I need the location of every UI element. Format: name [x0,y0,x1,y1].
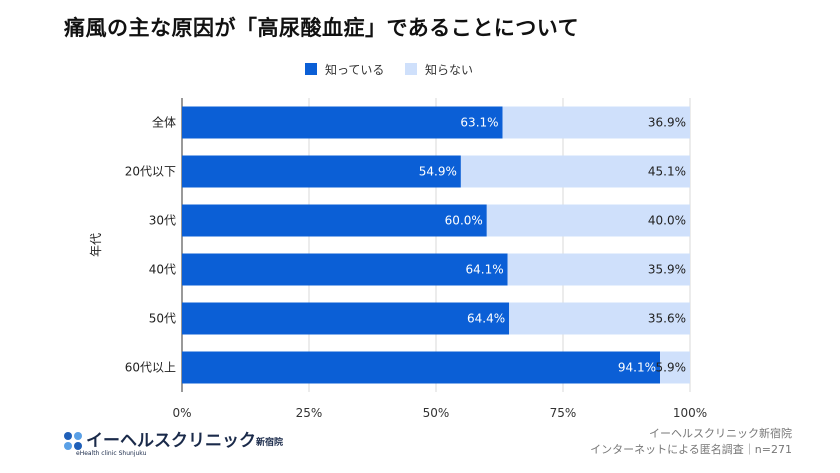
category-label: 全体 [152,115,176,130]
bar-known [182,302,510,335]
logo-name: イーヘルスクリニック [86,431,256,451]
logo-branch: 新宿院 [256,437,284,448]
source-note: イーヘルスクリニック新宿院 インターネットによる匿名調査｜n=271 [590,426,792,458]
category-label: 40代 [149,263,176,277]
page-title: 痛風の主な原因が「高尿酸血症」であることについて [64,16,580,40]
bar-known [182,106,503,139]
legend-label: 知らない [425,63,473,77]
category-label: 20代以下 [125,165,176,179]
data-label: 64.4% [467,312,505,326]
bar-unknown [460,155,690,188]
bar-unknown [509,302,690,335]
bar-unknown [507,253,690,286]
bar-unknown [486,204,690,237]
data-label: 35.6% [648,312,686,326]
data-label: 36.9% [648,116,686,130]
category-label: 50代 [149,312,176,326]
data-label: 40.0% [648,214,686,228]
legend-swatch [305,63,317,75]
data-label: 94.1% [618,361,656,375]
y-axis-label: 年代 [89,233,103,257]
clinic-logo: イーヘルスクリニック 新宿院 eHealth clinic Shunjuku [64,431,284,457]
bar-known [182,204,487,237]
legend-label: 知っている [325,63,384,77]
data-label: 54.9% [419,165,457,179]
logo-dots-icon [64,432,82,450]
bar-known [182,155,461,188]
data-label: 5.9% [656,361,687,375]
bar-unknown [502,106,690,139]
x-tick-label: 50% [423,406,450,420]
source-line-2: インターネットによる匿名調査｜n=271 [590,443,792,456]
data-label: 45.1% [648,165,686,179]
x-tick-label: 0% [172,406,191,420]
x-tick-label: 25% [296,406,323,420]
data-label: 64.1% [466,263,504,277]
logo-english: eHealth clinic Shunjuku [76,450,147,457]
data-label: 35.9% [648,263,686,277]
source-line-1: イーヘルスクリニック新宿院 [649,427,792,440]
x-tick-label: 75% [550,406,577,420]
bar-unknown [660,351,690,384]
category-label: 30代 [149,214,176,228]
data-label: 63.1% [460,116,498,130]
x-tick-label: 100% [673,406,707,420]
bar-known [182,351,661,384]
category-label: 60代以上 [125,361,176,375]
bar-known [182,253,508,286]
legend-swatch [405,63,417,75]
data-label: 60.0% [445,214,483,228]
